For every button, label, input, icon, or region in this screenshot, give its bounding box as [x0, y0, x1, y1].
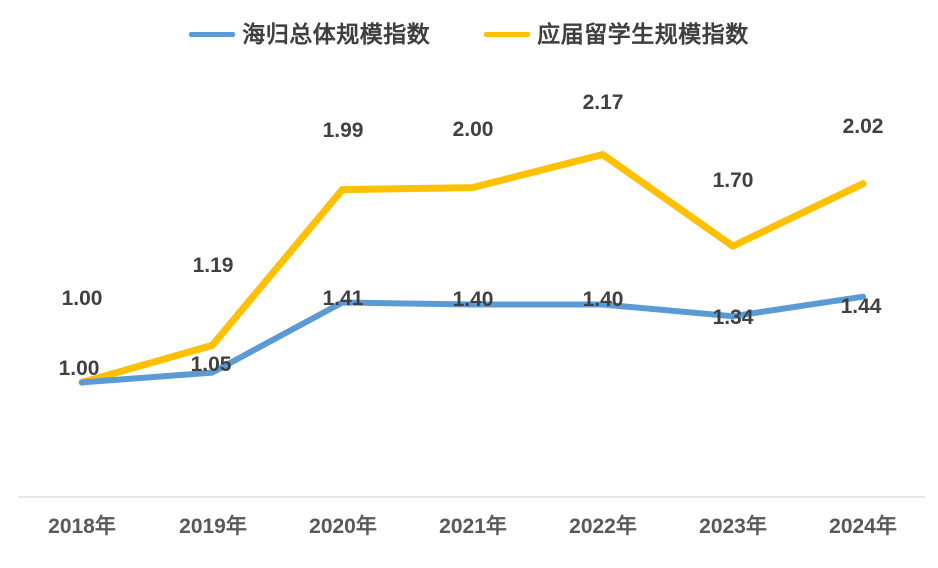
- data-label-yellow: 2.17: [582, 91, 624, 114]
- data-label-blue: 1.40: [582, 288, 624, 311]
- x-tick-2020: 2020年: [309, 515, 377, 538]
- x-axis-line: [18, 496, 925, 498]
- data-label-blue: 1.40: [452, 288, 494, 311]
- legend-label-blue: 海归总体规模指数: [242, 20, 431, 47]
- data-label-yellow: 1.99: [322, 119, 364, 142]
- x-tick-2022: 2022年: [569, 515, 637, 538]
- series-line-blue: [79, 293, 866, 386]
- data-label-yellow: 2.02: [842, 115, 884, 138]
- x-tick-2023: 2023年: [699, 515, 767, 538]
- data-label-blue: 1.00: [58, 357, 100, 380]
- legend-label-yellow: 应届留学生规模指数: [537, 20, 749, 47]
- data-label-blue: 1.05: [190, 353, 232, 376]
- data-label-blue: 1.44: [840, 295, 882, 318]
- data-label-yellow: 1.70: [712, 169, 754, 192]
- data-label-blue: 1.34: [712, 306, 754, 329]
- x-tick-2018: 2018年: [48, 515, 116, 538]
- line-swatch-blue-icon: [189, 31, 236, 37]
- chart-legend: 海归总体规模指数 应届留学生规模指数: [0, 12, 938, 56]
- line-swatch-yellow-icon: [484, 31, 531, 37]
- data-label-yellow: 2.00: [452, 118, 494, 141]
- x-tick-2024: 2024年: [829, 515, 897, 538]
- x-tick-2019: 2019年: [179, 515, 247, 538]
- series-line-yellow: [78, 151, 867, 386]
- x-axis-labels: 2018年 2019年 2020年 2021年 2022年 2023年 2024…: [0, 516, 938, 550]
- legend-entry-yellow[interactable]: 应届留学生规模指数: [484, 20, 749, 47]
- legend-entry-blue[interactable]: 海归总体规模指数: [189, 20, 431, 47]
- data-label-yellow: 1.19: [192, 254, 234, 277]
- data-label-yellow: 1.00: [61, 287, 103, 310]
- x-tick-2021: 2021年: [439, 515, 507, 538]
- data-label-blue: 1.41: [322, 287, 364, 310]
